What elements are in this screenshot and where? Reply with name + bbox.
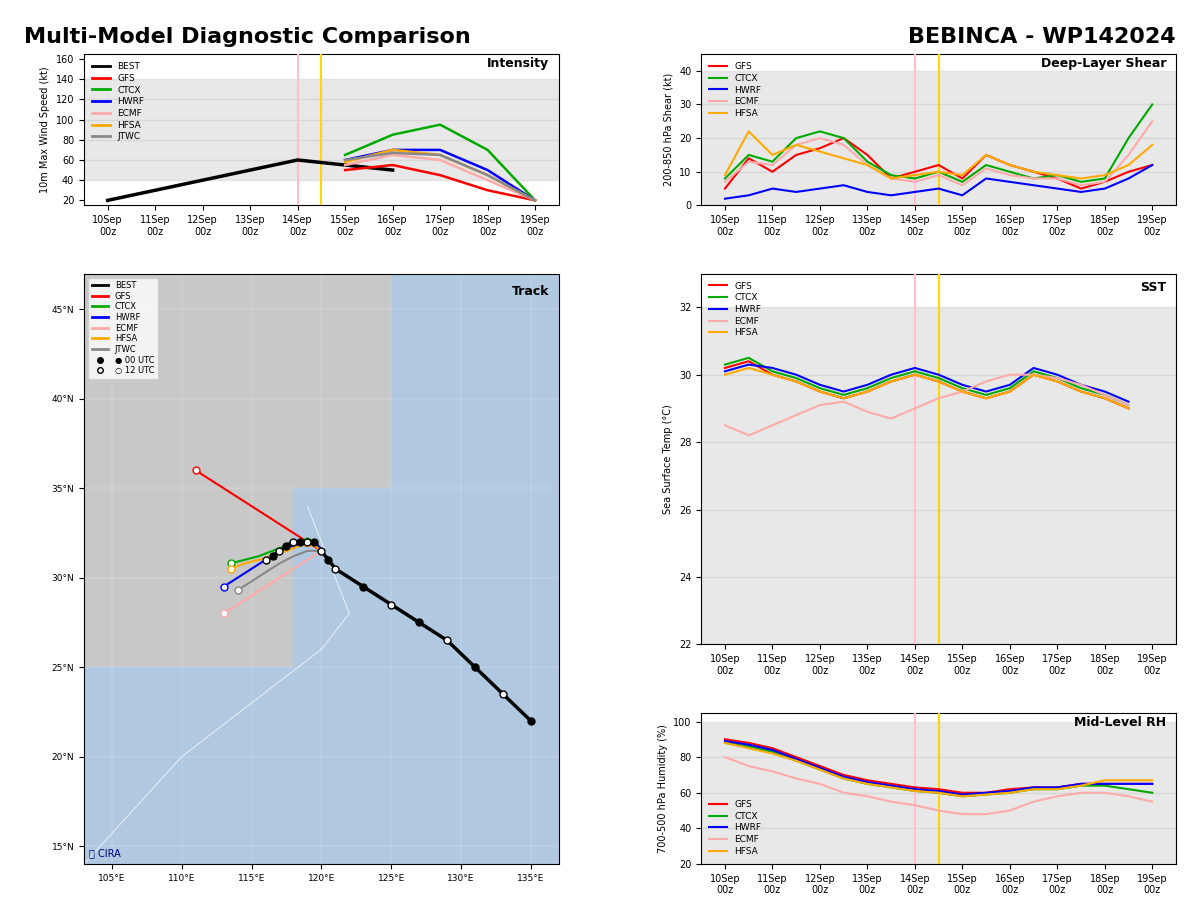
Y-axis label: 200-850 hPa Shear (kt): 200-850 hPa Shear (kt) (664, 73, 673, 186)
Text: Deep-Layer Shear: Deep-Layer Shear (1042, 57, 1166, 70)
Bar (84, 79, 559, 99)
Legend: BEST, GFS, CTCX, HWRF, ECMF, HFSA, JTWC, ● 00 UTC, ○ 12 UTC: BEST, GFS, CTCX, HWRF, ECMF, HFSA, JTWC,… (88, 278, 157, 379)
Text: Multi-Model Diagnostic Comparison: Multi-Model Diagnostic Comparison (24, 27, 470, 47)
Bar (701, 722, 1176, 757)
Bar (84, 160, 559, 180)
Polygon shape (294, 488, 461, 667)
Bar (701, 172, 1176, 205)
Legend: GFS, CTCX, HWRF, ECMF, HFSA: GFS, CTCX, HWRF, ECMF, HFSA (706, 796, 766, 860)
Bar (701, 374, 1176, 442)
Text: 🌀 CIRA: 🌀 CIRA (89, 848, 120, 858)
Legend: GFS, CTCX, HWRF, ECMF, HFSA: GFS, CTCX, HWRF, ECMF, HFSA (706, 278, 766, 341)
Bar (701, 138, 1176, 172)
Y-axis label: 10m Max Wind Speed (kt): 10m Max Wind Speed (kt) (41, 67, 50, 193)
Bar (701, 757, 1176, 793)
Bar (84, 140, 559, 160)
Bar (84, 99, 559, 120)
Y-axis label: Sea Surface Temp (°C): Sea Surface Temp (°C) (664, 404, 673, 514)
Bar (701, 577, 1176, 644)
Bar (701, 442, 1176, 509)
Y-axis label: 700-500 hPa Humidity (%): 700-500 hPa Humidity (%) (658, 724, 667, 852)
Text: Intensity: Intensity (487, 57, 550, 70)
Legend: BEST, GFS, CTCX, HWRF, ECMF, HFSA, JTWC: BEST, GFS, CTCX, HWRF, ECMF, HFSA, JTWC (89, 58, 148, 145)
Bar (701, 509, 1176, 577)
Text: Mid-Level RH: Mid-Level RH (1074, 716, 1166, 729)
Bar (701, 793, 1176, 828)
Polygon shape (391, 274, 559, 864)
Bar (701, 828, 1176, 864)
Text: BEBINCA - WP142024: BEBINCA - WP142024 (908, 27, 1176, 47)
Polygon shape (84, 667, 391, 864)
Text: Track: Track (511, 285, 550, 298)
Bar (701, 307, 1176, 374)
Bar (84, 120, 559, 140)
Legend: GFS, CTCX, HWRF, ECMF, HFSA: GFS, CTCX, HWRF, ECMF, HFSA (706, 58, 766, 122)
Text: SST: SST (1140, 281, 1166, 294)
Bar (701, 104, 1176, 138)
Bar (701, 71, 1176, 104)
